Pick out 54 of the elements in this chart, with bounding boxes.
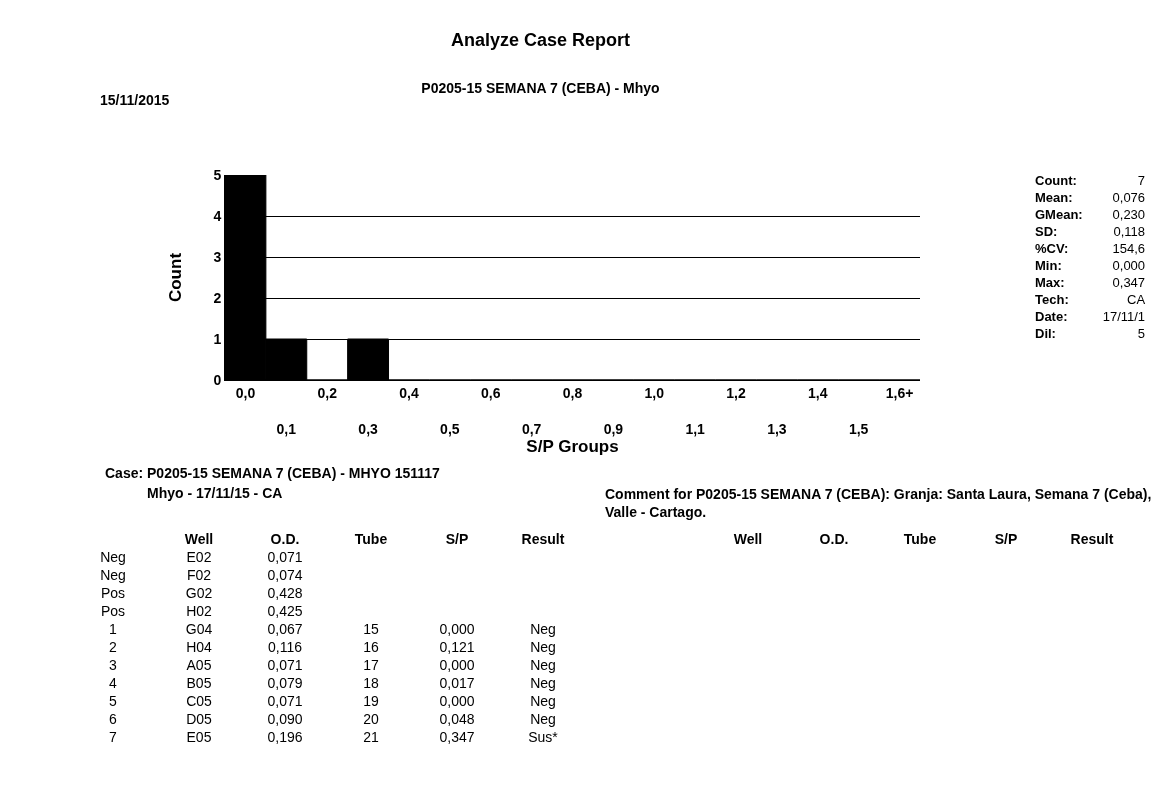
y-axis-title: Count xyxy=(166,252,185,303)
text: 4 B05 0,079 18 0,017 Neg xyxy=(109,675,556,691)
text: SD: 0,118 xyxy=(1035,224,1146,239)
text: Well O.D. Tube S/P Result xyxy=(733,531,1114,547)
x-axis-title: S/P Groups xyxy=(526,437,619,457)
text: Case: P0205-15 SEMANA 7 (CEBA) - MHYO 151117 xyxy=(105,464,440,483)
text: 3 A05 0,071 17 0,000 Neg xyxy=(109,657,556,673)
text: Pos G02 0,428 xyxy=(100,585,303,601)
chart-title: Analyze Case Report xyxy=(450,30,631,50)
x-tick-label: 1,1 xyxy=(685,421,706,438)
text: 6 D05 0,090 20 0,048 Neg xyxy=(109,711,556,727)
x-tick-label: 1,6+ xyxy=(885,384,914,401)
x-tick-label: 1,2 xyxy=(726,384,746,401)
text: Date: 17/11/1 xyxy=(1035,309,1146,324)
x-tick-label: 0,8 xyxy=(562,384,583,401)
text: 7 E05 0,196 21 0,347 Sus* xyxy=(109,729,558,745)
y-tick-label: 1 xyxy=(213,330,222,347)
x-tick-label: 0,7 xyxy=(521,421,542,438)
text: Well O.D. Tube S/P Result xyxy=(184,531,565,547)
text: Mhyo - 17/11/15 - CA xyxy=(146,484,284,503)
text: Dil: 5 xyxy=(1035,326,1146,341)
x-tick-label: 0,3 xyxy=(358,421,379,438)
x-tick-label: 0,4 xyxy=(399,384,419,401)
text: Count: 7 xyxy=(1035,173,1146,188)
x-tick-label: 0,1 xyxy=(276,421,297,438)
x-tick-label: 1,0 xyxy=(644,384,665,401)
text: Neg F02 0,074 xyxy=(100,567,303,583)
x-tick-label: 0,0 xyxy=(235,384,256,401)
y-tick-label: 2 xyxy=(213,289,222,306)
x-tick-label: 1,4 xyxy=(808,384,828,401)
text: Mean: 0,076 xyxy=(1035,190,1146,205)
text: 15/11/2015 xyxy=(100,92,170,108)
x-tick-label: 1,3 xyxy=(767,421,787,438)
text: Neg E02 0,071 xyxy=(100,549,303,565)
x-tick-label: 0,2 xyxy=(317,384,338,401)
y-tick-label: 0 xyxy=(213,371,222,388)
x-tick-label: 0,5 xyxy=(440,421,460,438)
y-tick-label: 4 xyxy=(213,207,222,224)
text: Comment for P0205-15 SEMANA 7 (CEBA): Granja: Santa Laura, Semana 7 (Ceba), Valle - Cartago. xyxy=(605,485,1153,521)
chart-subtitle: P0205-15 SEMANA 7 (CEBA) - Mhyo xyxy=(421,79,660,96)
x-tick-label: 1,5 xyxy=(848,421,869,438)
text: 2 H04 0,116 16 0,121 Neg xyxy=(109,639,556,655)
text: 1 G04 0,067 15 0,000 Neg xyxy=(109,621,556,637)
text: 5 C05 0,071 19 0,000 Neg xyxy=(109,693,556,709)
text: Min: 0,000 xyxy=(1035,258,1146,273)
text: %CV: 154,6 xyxy=(1035,241,1146,256)
y-tick-label: 5 xyxy=(213,166,222,183)
x-tick-label: 0,9 xyxy=(603,421,624,438)
text: GMean: 0,230 xyxy=(1035,207,1146,222)
x-tick-label: 0,6 xyxy=(481,384,501,401)
text: Tech: CA xyxy=(1035,292,1146,307)
text: Pos H02 0,425 xyxy=(100,603,303,619)
y-tick-label: 3 xyxy=(213,248,222,265)
text: Max: 0,347 xyxy=(1035,275,1146,290)
